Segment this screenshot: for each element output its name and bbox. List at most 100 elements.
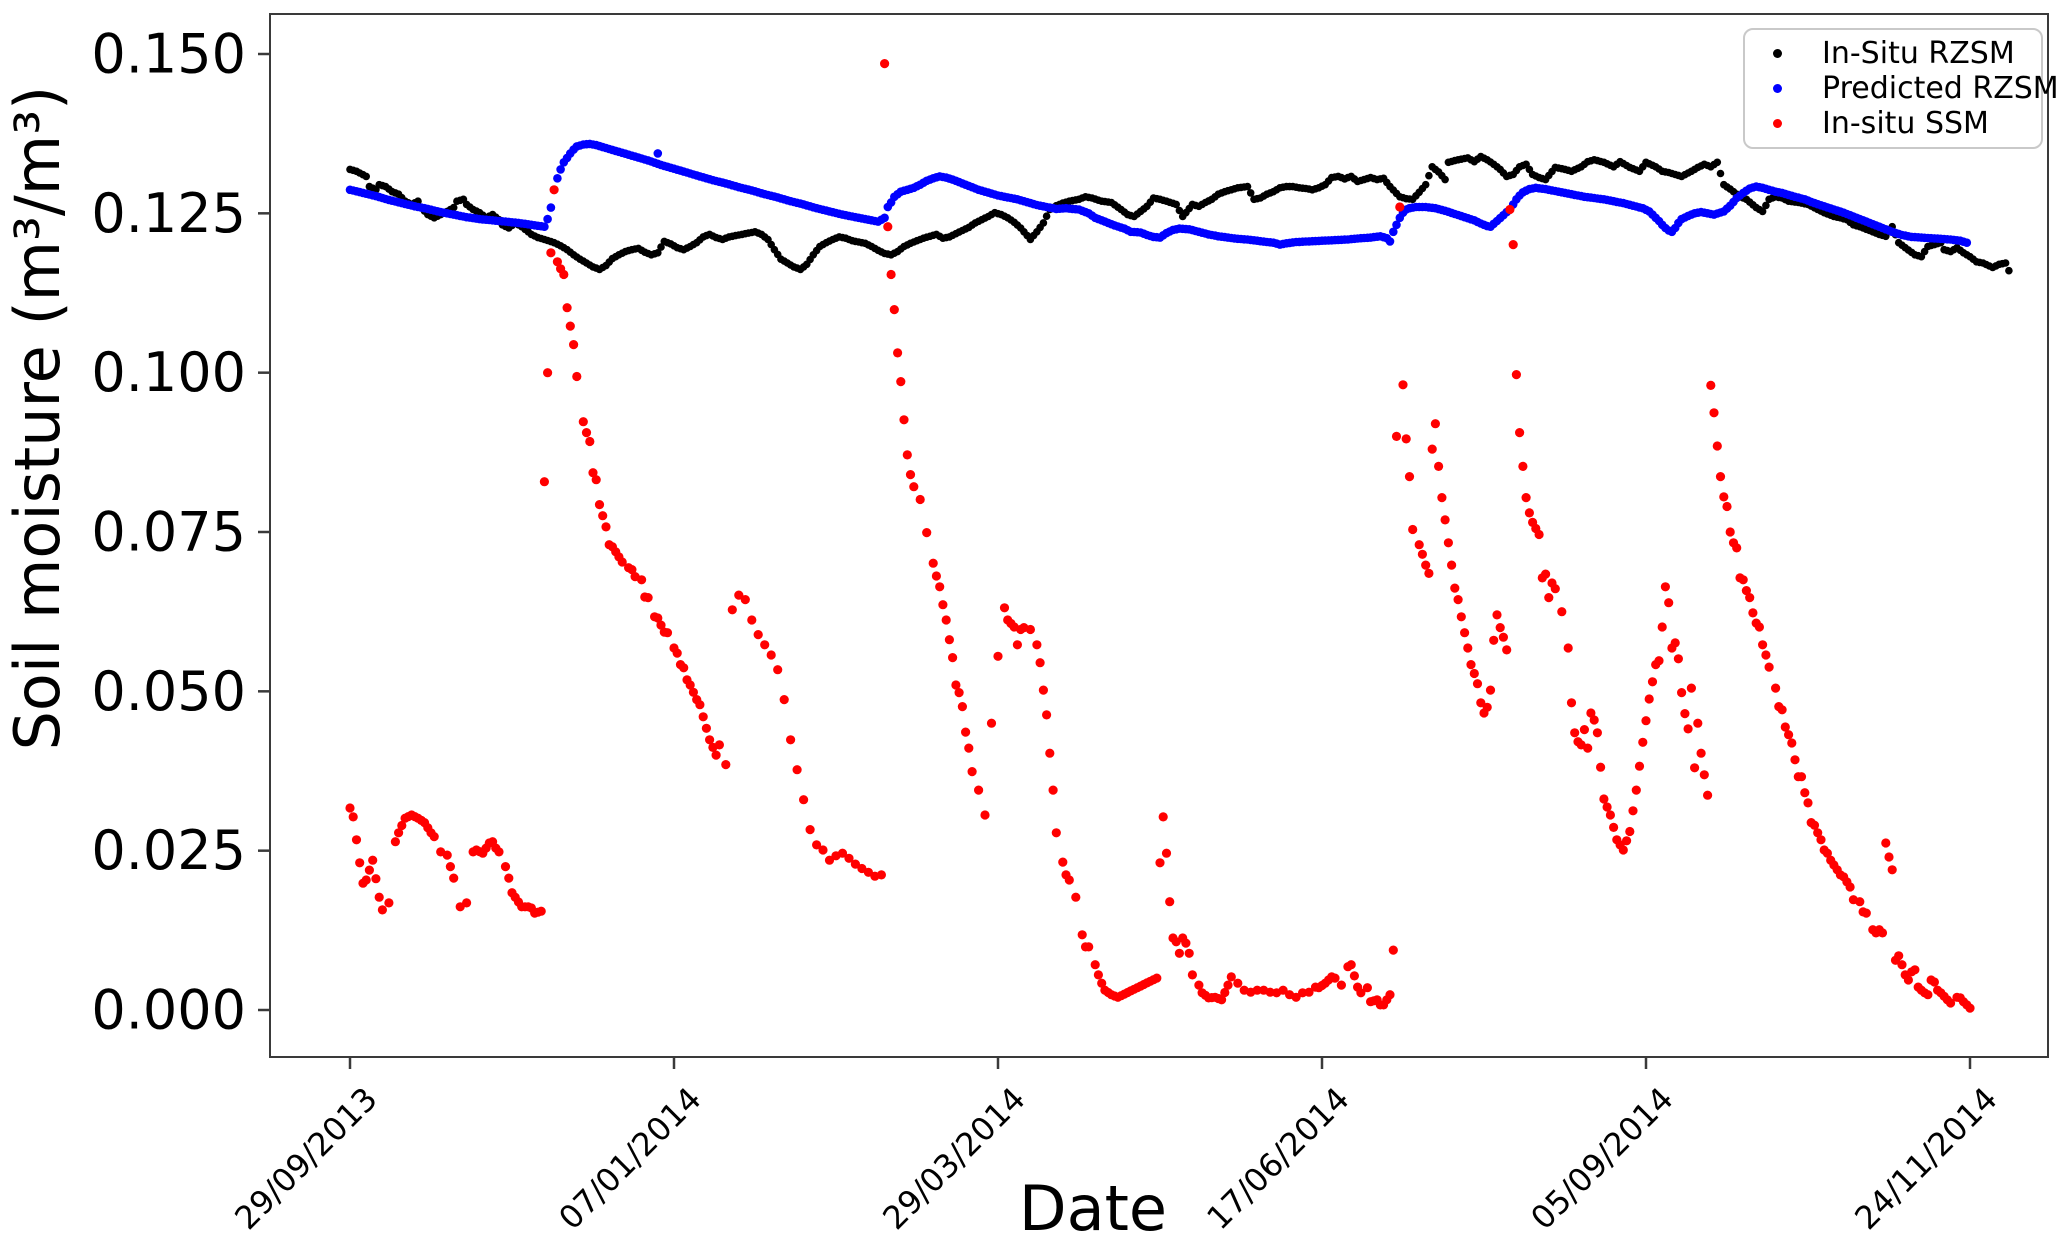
- data-point: [698, 712, 708, 722]
- data-point: [753, 630, 763, 640]
- data-point: [1732, 543, 1742, 553]
- data-point: [351, 835, 362, 845]
- data-point: [1084, 942, 1094, 952]
- data-point: [1187, 970, 1197, 980]
- data-point: [1796, 772, 1807, 782]
- data-point: [1502, 645, 1512, 655]
- data-point: [893, 348, 903, 358]
- legend-item-label: In-Situ RZSM: [1822, 36, 2015, 71]
- data-point: [1421, 560, 1431, 570]
- data-point: [1391, 431, 1402, 441]
- data-point: [1923, 990, 1933, 1000]
- data-point: [1713, 158, 1722, 167]
- data-point: [449, 203, 458, 212]
- data-point: [556, 165, 565, 174]
- data-point: [617, 557, 627, 567]
- y-axis-label: Soil moisture (m³/m³): [0, 85, 74, 751]
- data-point: [657, 243, 665, 251]
- data-point: [1174, 948, 1184, 958]
- data-point: [1097, 978, 1107, 988]
- data-point: [980, 810, 990, 820]
- data-point: [773, 665, 783, 675]
- data-point: [539, 477, 550, 487]
- data-point: [886, 269, 896, 280]
- data-point: [355, 858, 365, 868]
- data-point: [384, 898, 394, 908]
- data-point: [1605, 810, 1615, 820]
- data-point: [1505, 204, 1515, 215]
- data-point: [1447, 560, 1457, 570]
- data-point: [844, 853, 854, 863]
- data-point: [585, 436, 595, 447]
- data-point: [1780, 722, 1790, 732]
- data-point: [1722, 501, 1732, 512]
- data-point: [1246, 189, 1255, 197]
- data-point: [371, 874, 381, 884]
- data-point: [1910, 965, 1920, 975]
- data-point: [905, 470, 916, 480]
- data-point: [1048, 785, 1058, 795]
- data-point: [1644, 694, 1654, 704]
- data-point: [792, 765, 802, 775]
- data-point: [1441, 175, 1449, 184]
- data-point: [1855, 897, 1865, 907]
- data-point: [935, 582, 945, 592]
- data-point: [601, 522, 611, 532]
- data-point: [1787, 738, 1797, 748]
- data-point: [1346, 960, 1356, 970]
- data-point: [1437, 493, 1447, 503]
- data-point: [1012, 640, 1023, 650]
- data-point: [1485, 685, 1496, 695]
- data-point: [1628, 806, 1638, 816]
- data-point: [1609, 822, 1619, 833]
- data-point: [1495, 623, 1505, 633]
- series-predicted-rzsm: [345, 139, 1972, 249]
- data-point: [1761, 650, 1771, 660]
- data-point: [442, 850, 452, 860]
- data-point: [1042, 710, 1052, 720]
- data-point: [1683, 724, 1693, 734]
- data-point: [1716, 169, 1725, 178]
- data-point: [588, 468, 598, 478]
- y-tick-label: 0.075: [91, 501, 246, 564]
- data-point: [880, 59, 890, 69]
- data-point: [714, 740, 725, 750]
- data-point: [1524, 508, 1534, 518]
- data-point: [1045, 748, 1055, 758]
- y-tick-label: 0.150: [91, 23, 246, 86]
- data-point: [1035, 658, 1045, 668]
- x-tick-label: 24/11/2014: [1847, 1080, 2004, 1237]
- data-point: [766, 650, 776, 660]
- data-point: [1822, 848, 1832, 858]
- data-point: [1430, 419, 1440, 429]
- y-tick-label: 0.000: [91, 979, 246, 1042]
- data-point: [1508, 240, 1518, 250]
- data-point: [361, 875, 371, 885]
- data-point: [679, 663, 689, 673]
- data-point: [1599, 794, 1609, 804]
- data-point: [1680, 709, 1690, 719]
- series-in-situ-ssm: [345, 59, 1975, 1013]
- data-point: [1813, 828, 1823, 838]
- data-point: [1641, 716, 1651, 726]
- data-point: [1039, 219, 1048, 227]
- data-point: [662, 628, 673, 638]
- data-point: [1618, 845, 1628, 855]
- data-point: [993, 651, 1003, 661]
- data-point: [1589, 715, 1599, 725]
- data-point: [429, 832, 439, 842]
- data-point: [1764, 662, 1774, 672]
- data-point: [1401, 434, 1411, 444]
- data-point: [1389, 227, 1398, 237]
- data-point: [500, 862, 511, 872]
- data-point: [1518, 461, 1528, 471]
- data-point: [1194, 980, 1204, 990]
- data-point: [760, 640, 770, 650]
- data-point: [374, 892, 384, 902]
- x-axis-label: Date: [1018, 1172, 1168, 1245]
- data-point: [909, 482, 919, 492]
- data-point: [1392, 220, 1401, 230]
- data-point: [964, 743, 974, 753]
- black-dot-marker-icon: [1773, 49, 1782, 58]
- data-point: [562, 303, 572, 313]
